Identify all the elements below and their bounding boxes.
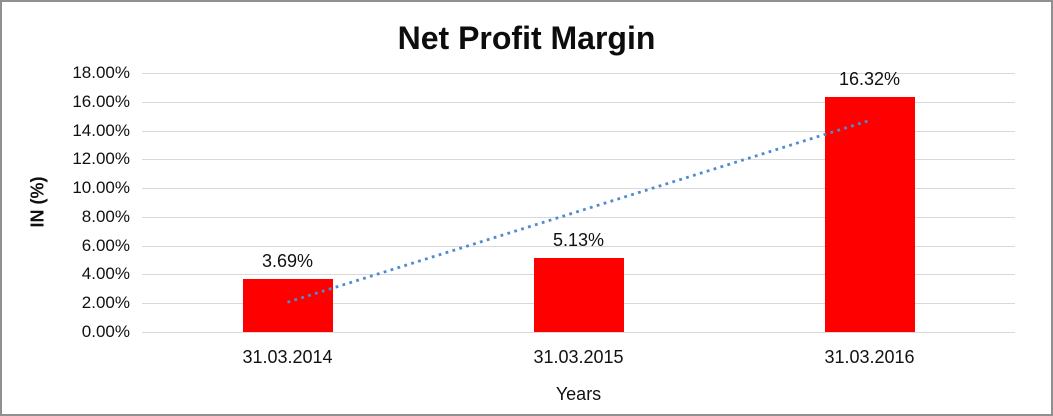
x-tick-label: 31.03.2015 bbox=[533, 347, 624, 367]
y-tick-label: 14.00% bbox=[72, 120, 130, 140]
y-tick-label: 0.00% bbox=[81, 322, 130, 341]
bar-value-label: 16.32% bbox=[838, 69, 901, 90]
y-tick-label: 4.00% bbox=[81, 264, 130, 284]
bar bbox=[242, 278, 333, 332]
y-tick-label: 12.00% bbox=[72, 149, 130, 169]
bar-value-label: 5.13% bbox=[552, 230, 605, 251]
chart-title: Net Profit Margin bbox=[397, 20, 656, 56]
y-tick-label: 8.00% bbox=[81, 206, 130, 226]
y-tick-label: 16.00% bbox=[72, 91, 130, 111]
y-tick-label: 10.00% bbox=[72, 178, 130, 198]
y-gridline bbox=[142, 332, 1015, 333]
y-gridline bbox=[142, 73, 1015, 74]
bar-value-label: 3.69% bbox=[261, 250, 314, 271]
y-tick-label: 18.00% bbox=[72, 63, 130, 82]
x-tick-label: 31.03.2016 bbox=[824, 347, 915, 367]
x-tick-label: 31.03.2014 bbox=[242, 347, 333, 367]
y-gridline bbox=[142, 101, 1015, 103]
bar bbox=[824, 97, 915, 332]
x-axis-title: Years bbox=[555, 384, 602, 404]
bar bbox=[533, 258, 624, 332]
y-tick-label: 6.00% bbox=[81, 235, 130, 255]
y-tick-label: 2.00% bbox=[81, 293, 130, 313]
